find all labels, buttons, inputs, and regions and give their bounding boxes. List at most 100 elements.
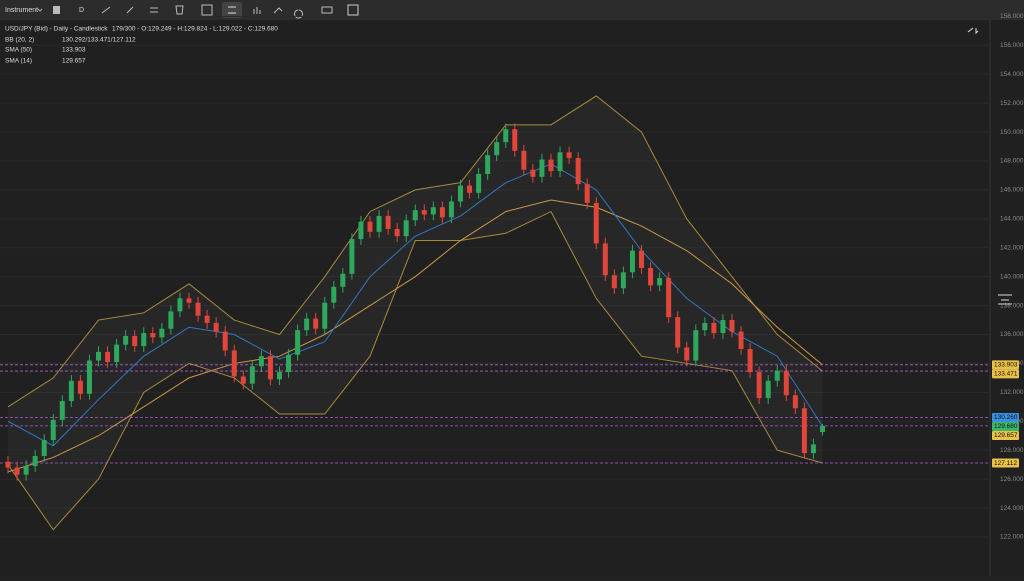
candle-body xyxy=(249,366,255,384)
price-tag xyxy=(992,431,1019,441)
candle-body xyxy=(602,243,608,276)
candle-body xyxy=(349,239,355,274)
instrument-menu[interactable]: Instrument xyxy=(5,7,38,14)
candle-body xyxy=(494,142,500,156)
candle-body xyxy=(448,201,454,218)
candle-body xyxy=(439,207,445,218)
candle-body xyxy=(277,372,282,380)
candle-body xyxy=(675,317,681,348)
candle-body xyxy=(96,351,101,361)
candle-body xyxy=(421,210,427,215)
y-tick-label: 132.000 xyxy=(1000,389,1024,396)
chart-title: USD/JPY (Bid) - Daily - Candlestick xyxy=(5,26,108,33)
axis-reset-icon[interactable] xyxy=(998,294,1012,305)
tool-icons[interactable] xyxy=(101,5,184,15)
expand-icon[interactable] xyxy=(967,27,979,35)
candle-body xyxy=(747,348,753,373)
candle-body xyxy=(41,440,47,456)
candle-body xyxy=(720,320,726,334)
candle-body xyxy=(177,298,183,312)
bollinger-upper xyxy=(7,95,823,408)
candle-body xyxy=(548,159,554,172)
candle-body xyxy=(86,360,92,394)
candle-body xyxy=(295,330,301,355)
candle-body xyxy=(503,129,509,143)
candle-body xyxy=(150,333,156,338)
sma50-legend: SMA (50) xyxy=(5,47,32,54)
toolbar xyxy=(0,0,1024,20)
candle-type-icon[interactable] xyxy=(53,6,60,14)
candle-body xyxy=(114,344,120,362)
candle-body xyxy=(783,370,789,396)
candle-body xyxy=(132,335,138,347)
price-tag xyxy=(992,369,1019,379)
candle-body xyxy=(684,347,690,361)
candle-body xyxy=(231,350,237,377)
candle-body xyxy=(476,174,482,193)
candle-body xyxy=(738,331,744,349)
tool-icons-right[interactable] xyxy=(253,6,333,19)
candle-body xyxy=(467,185,473,193)
price-tag-label: 129.657 xyxy=(994,432,1018,439)
y-tick-label: 152.000 xyxy=(1000,100,1024,107)
price-tag xyxy=(992,422,1019,432)
candle-body xyxy=(611,275,617,289)
candle-body xyxy=(77,380,83,394)
price-tag-label: 130.260 xyxy=(994,414,1018,421)
candle-body xyxy=(286,354,292,373)
price-tag-label: 129.680 xyxy=(994,423,1018,430)
candle-body xyxy=(584,184,590,203)
candle-body xyxy=(412,210,418,221)
candle-body xyxy=(195,302,201,316)
candle-body xyxy=(521,150,527,170)
candle-body xyxy=(639,250,644,268)
y-tick-label: 136.000 xyxy=(1000,331,1024,338)
candle-body xyxy=(385,215,391,229)
candle-body xyxy=(313,318,319,329)
active-tool-icon xyxy=(228,6,236,14)
candle-body xyxy=(367,221,373,232)
candle-body xyxy=(376,215,382,232)
candle-body xyxy=(657,278,663,286)
candle-body xyxy=(204,315,210,323)
active-tool[interactable] xyxy=(222,2,242,18)
candle-body xyxy=(575,158,581,185)
sma-line xyxy=(7,199,823,473)
candle-body xyxy=(168,311,174,329)
candle-body xyxy=(430,207,436,215)
candle-body xyxy=(620,272,626,289)
candle-body xyxy=(485,155,491,175)
candle-body xyxy=(666,278,672,318)
candle-body xyxy=(141,333,147,347)
price-tag xyxy=(992,413,1019,423)
y-tick-label: 154.000 xyxy=(1000,71,1024,78)
candle-body xyxy=(458,185,463,202)
price-tag-label: 127.112 xyxy=(994,460,1017,467)
price-tag-label: 133.471 xyxy=(994,371,1018,378)
sma14-legend: SMA (14) xyxy=(5,58,32,65)
sma50-value: 133.903 xyxy=(62,47,86,54)
candle-body xyxy=(792,395,798,409)
candle-body xyxy=(566,152,572,159)
candle-body xyxy=(530,169,536,177)
period-menu[interactable]: D xyxy=(79,7,84,14)
candle-body xyxy=(774,370,780,381)
candle-body xyxy=(403,220,409,237)
price-tag xyxy=(992,360,1019,370)
candle-body xyxy=(702,322,708,331)
y-tick-label: 122.000 xyxy=(1000,534,1024,541)
screenshot-icon[interactable] xyxy=(347,4,359,16)
candle-body xyxy=(68,380,74,402)
y-tick-label: 126.000 xyxy=(1000,476,1024,483)
layout-icon[interactable] xyxy=(201,4,213,16)
candle-body xyxy=(810,444,816,454)
candle-body xyxy=(14,467,20,475)
candle-body xyxy=(50,419,56,441)
candle-body xyxy=(222,331,228,351)
candle-body xyxy=(729,320,735,332)
candle-body xyxy=(258,356,264,367)
candle-body xyxy=(213,322,219,332)
